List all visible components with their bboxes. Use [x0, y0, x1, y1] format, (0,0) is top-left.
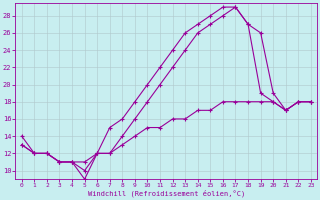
X-axis label: Windchill (Refroidissement éolien,°C): Windchill (Refroidissement éolien,°C): [88, 190, 245, 197]
